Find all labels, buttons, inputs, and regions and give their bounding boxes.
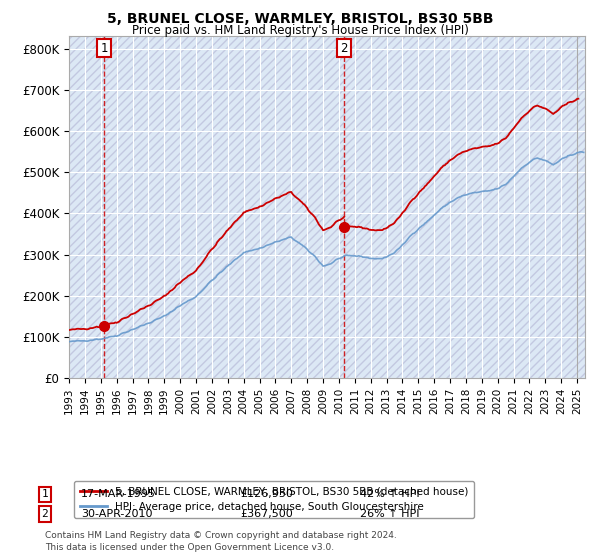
Text: 5, BRUNEL CLOSE, WARMLEY, BRISTOL, BS30 5BB: 5, BRUNEL CLOSE, WARMLEY, BRISTOL, BS30 … <box>107 12 493 26</box>
Text: 1: 1 <box>41 489 49 500</box>
Text: 17-MAR-1995: 17-MAR-1995 <box>81 489 156 500</box>
Legend: 5, BRUNEL CLOSE, WARMLEY, BRISTOL, BS30 5BB (detached house), HPI: Average price: 5, BRUNEL CLOSE, WARMLEY, BRISTOL, BS30 … <box>74 480 475 518</box>
Text: 2: 2 <box>340 41 348 54</box>
Text: £126,950: £126,950 <box>240 489 293 500</box>
Text: 1: 1 <box>100 41 108 54</box>
Text: Price paid vs. HM Land Registry's House Price Index (HPI): Price paid vs. HM Land Registry's House … <box>131 24 469 36</box>
Text: 42% ↑ HPI: 42% ↑ HPI <box>360 489 419 500</box>
Text: 26% ↑ HPI: 26% ↑ HPI <box>360 509 419 519</box>
Text: £367,500: £367,500 <box>240 509 293 519</box>
Text: 2: 2 <box>41 509 49 519</box>
Text: Contains HM Land Registry data © Crown copyright and database right 2024.
This d: Contains HM Land Registry data © Crown c… <box>45 531 397 552</box>
Text: 30-APR-2010: 30-APR-2010 <box>81 509 152 519</box>
